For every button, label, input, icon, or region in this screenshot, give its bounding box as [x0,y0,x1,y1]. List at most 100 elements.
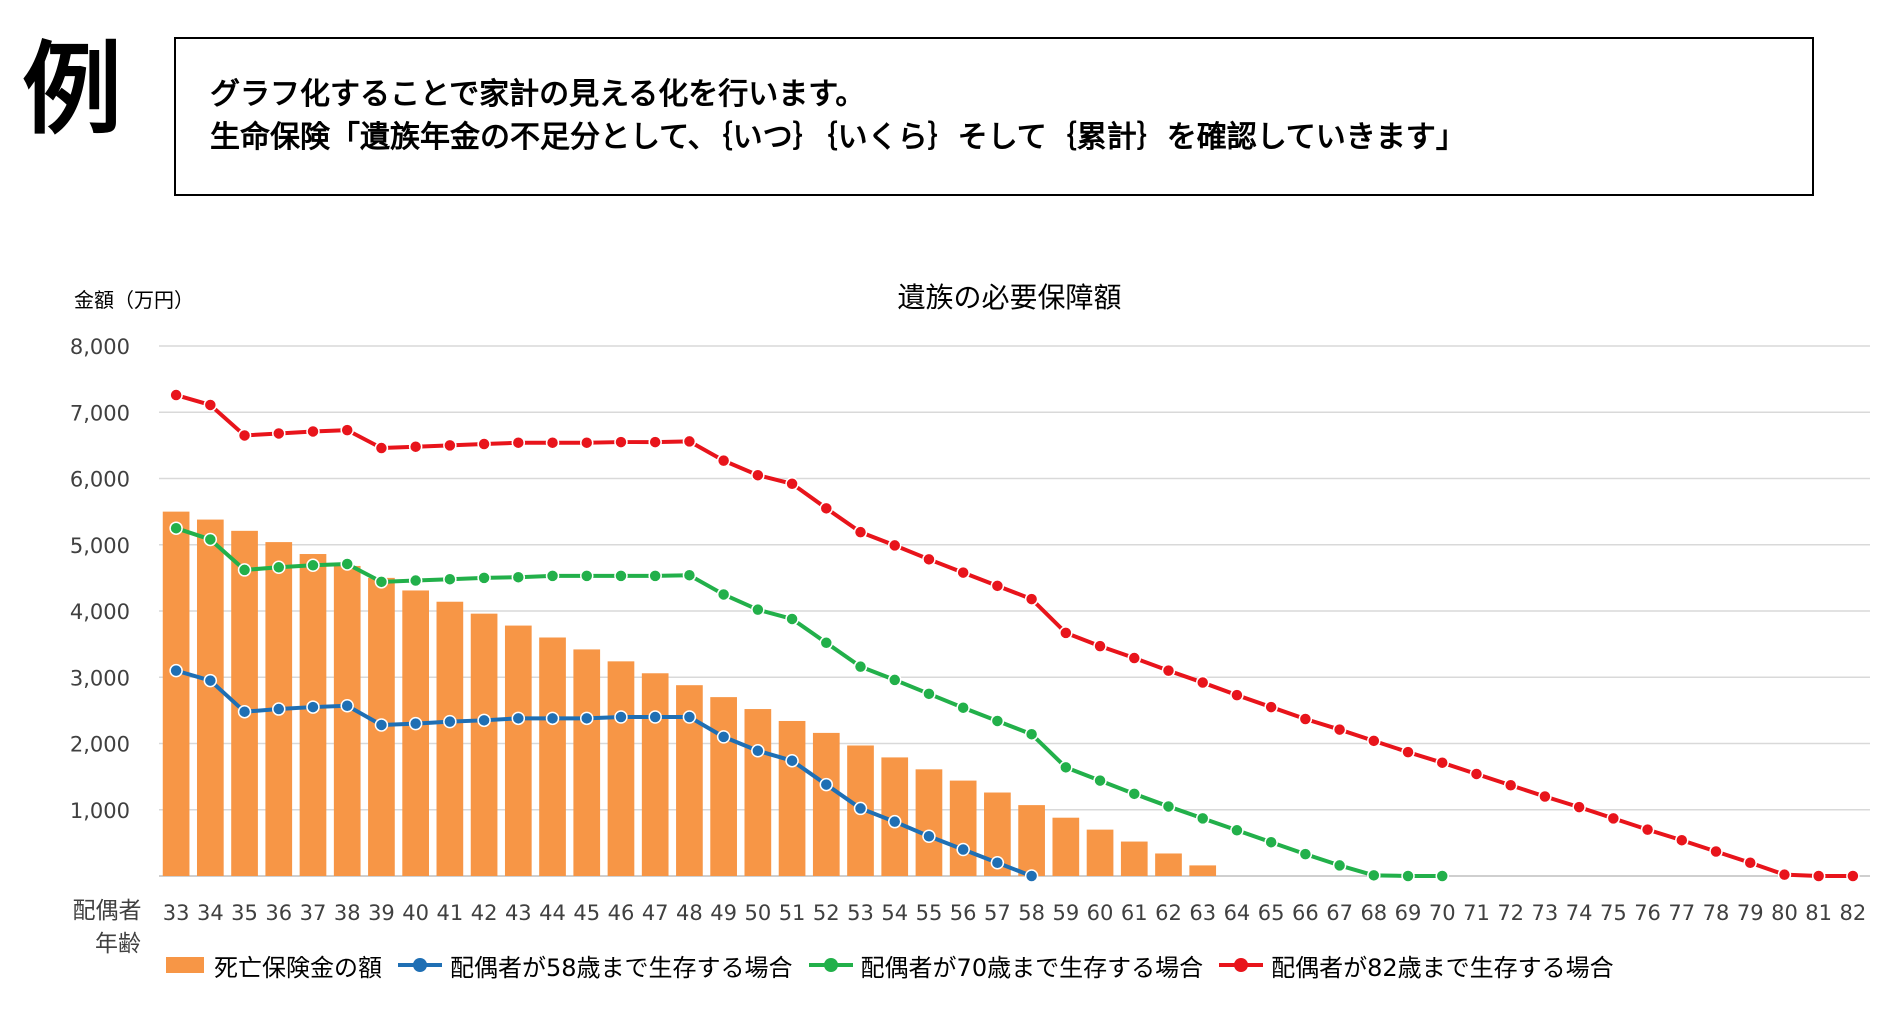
legend-swatch-bar [166,957,204,973]
legend-label: 配偶者が58歳まで生存する場合 [450,953,793,982]
bar [778,720,806,876]
x-tick-label: 79 [1737,901,1764,925]
x-tick-label: 68 [1360,901,1387,925]
data-point [272,426,286,441]
data-point [1161,799,1176,814]
x-tick-label: 76 [1634,901,1661,925]
data-point [306,700,320,714]
y-tick-label: 5,000 [70,534,130,558]
legend-swatch-line [398,958,442,972]
data-point [1024,592,1039,606]
data-point [1264,835,1278,849]
data-point [545,569,560,583]
x-tick-label: 37 [300,901,327,925]
x-tick-label: 74 [1566,901,1593,925]
data-point [1161,663,1176,678]
x-tick-label: 58 [1018,901,1045,925]
x-tick-label: 43 [505,901,532,925]
data-point [1709,844,1723,859]
data-point [272,560,286,575]
data-point [1093,639,1107,653]
legend-label: 配偶者が82歳まで生存する場合 [1271,953,1614,982]
legend-swatch-line [1219,958,1264,972]
bar [333,565,361,876]
data-point [443,438,457,453]
x-tick-label: 55 [916,901,943,925]
data-point [956,700,970,715]
x-tick-label: 62 [1155,901,1182,925]
data-point [1230,823,1244,838]
data-point [408,439,423,454]
data-point [443,572,457,586]
data-point [1298,712,1313,726]
legend-item-death-benefit: 死亡保険金の額 [166,948,382,983]
data-point [1469,767,1484,781]
x-tick-label: 46 [608,901,635,925]
data-point [819,777,834,792]
x-tick-label: 51 [779,901,806,925]
x-tick-label: 67 [1326,901,1353,925]
data-point [785,477,799,491]
data-point [1367,868,1381,883]
data-point [1401,869,1415,883]
data-point [853,801,868,816]
data-point [203,532,218,547]
x-tick-label: 78 [1703,901,1730,925]
x-tick-label: 45 [573,901,600,925]
x-tick-label: 40 [402,901,429,925]
x-tick-label: 82 [1840,901,1867,925]
explanation-line-2: 生命保険「遺族年金の不足分として、｛いつ｝｛いくら｝そして｛累計｝を確認していき… [210,120,1466,155]
y-tick-label: 6,000 [70,468,130,492]
x-tick-label: 65 [1258,901,1285,925]
data-point [408,716,423,731]
data-point [1743,856,1757,870]
y-tick-label: 2,000 [70,733,130,757]
data-point [1435,869,1449,883]
data-point [614,710,628,724]
x-tick-label: 60 [1087,901,1114,925]
legend-item-82: 配偶者が82歳まで生存する場合 [1219,948,1614,983]
explanation-line-1: グラフ化することで家計の見える化を行います。 [210,77,866,112]
data-point [1298,847,1313,861]
example-mark: 例 [22,31,122,148]
data-point [580,711,594,726]
x-tick-label: 39 [368,901,395,925]
x-tick-label: 41 [437,901,464,925]
bar [915,769,943,876]
data-point [1127,787,1142,801]
data-point [1846,869,1860,883]
data-point [682,434,697,449]
x-tick-label: 49 [710,901,737,925]
data-point [716,730,731,744]
x-tick-label: 59 [1052,901,1079,925]
data-point [990,714,1005,728]
bar [949,780,977,876]
data-point [1195,675,1210,690]
data-point [511,570,526,584]
x-tick-label: 75 [1600,901,1627,925]
bar [710,697,737,876]
x-tick-label: 69 [1395,901,1422,925]
data-point [716,453,731,468]
x-tick-label: 63 [1189,901,1216,925]
x-axis-label-line-2: 年齢 [95,931,141,957]
data-point [237,704,252,719]
x-tick-label: 34 [197,901,224,925]
x-tick-label: 72 [1497,901,1524,925]
x-tick-label: 42 [471,901,498,925]
data-point [1332,722,1347,737]
data-point [169,663,183,678]
data-point [169,388,183,402]
data-point [477,571,491,585]
data-point [443,714,457,729]
data-point [374,718,389,732]
data-point [237,563,252,577]
data-point [1640,822,1655,837]
data-point [1503,778,1518,792]
data-point [340,698,354,713]
bar [504,625,532,876]
data-point [648,435,662,449]
x-tick-label: 56 [950,901,977,925]
bar [299,554,327,876]
